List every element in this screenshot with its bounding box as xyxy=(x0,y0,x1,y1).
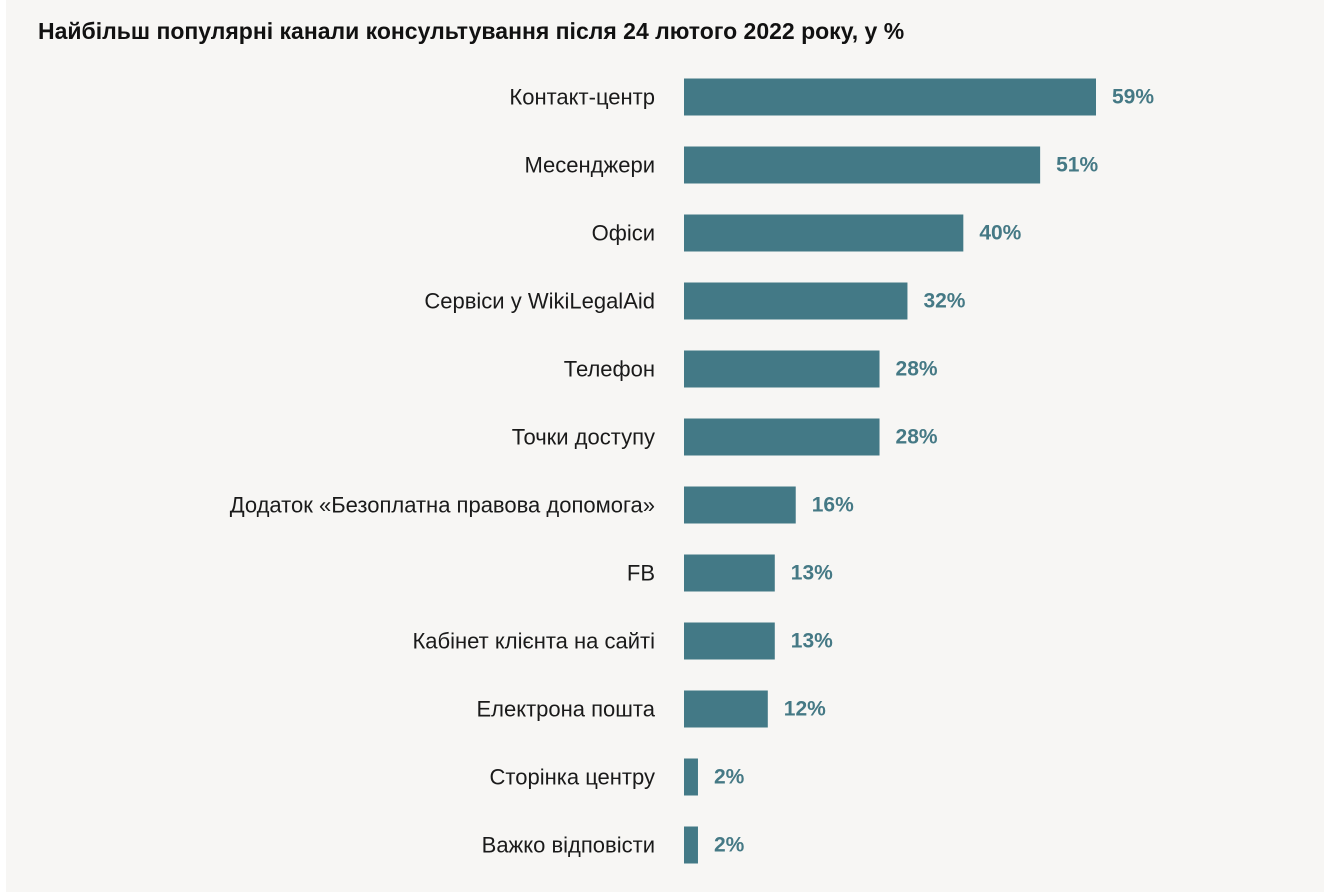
chart-panel xyxy=(6,0,1324,892)
value-label: 13% xyxy=(791,630,833,653)
category-label: Електрона пошта xyxy=(476,697,655,722)
value-label: 32% xyxy=(923,290,965,313)
bar xyxy=(684,690,768,728)
bar xyxy=(684,350,880,388)
category-label: Точки доступу xyxy=(512,425,655,450)
value-label: 59% xyxy=(1112,86,1154,109)
value-label: 2% xyxy=(714,766,745,789)
category-label: Месенджери xyxy=(524,153,655,178)
value-label: 40% xyxy=(979,222,1021,245)
value-label: 51% xyxy=(1056,154,1098,177)
bar xyxy=(684,622,775,660)
category-label: Телефон xyxy=(564,357,655,382)
value-label: 28% xyxy=(896,358,938,381)
bar xyxy=(684,554,775,592)
category-label: Контакт-центр xyxy=(509,85,655,110)
value-label: 16% xyxy=(812,494,854,517)
category-label: Кабінет клієнта на сайті xyxy=(412,629,655,654)
bar xyxy=(684,826,698,864)
category-label: Офіси xyxy=(592,221,655,246)
bar xyxy=(684,214,964,252)
category-label: Сервіси у WikiLegalAid xyxy=(424,289,655,314)
value-label: 2% xyxy=(714,834,745,857)
bar xyxy=(684,758,698,796)
bar xyxy=(684,146,1041,184)
category-label: FB xyxy=(627,561,655,586)
category-label: Важко відповісти xyxy=(482,833,655,858)
bar xyxy=(684,418,880,456)
chart-title: Найбільш популярні канали консультування… xyxy=(38,18,905,44)
bar xyxy=(684,282,908,320)
category-label: Додаток «Безоплатна правова допомога» xyxy=(230,493,655,518)
category-label: Сторінка центру xyxy=(490,765,655,790)
value-label: 12% xyxy=(784,698,826,721)
bar xyxy=(684,486,796,524)
bars-layer: Контакт-центр 59% Месенджери 51% Офіси 40% Сер… xyxy=(230,78,1154,864)
value-label: 13% xyxy=(791,562,833,585)
value-label: 28% xyxy=(896,426,938,449)
bar xyxy=(684,78,1096,116)
